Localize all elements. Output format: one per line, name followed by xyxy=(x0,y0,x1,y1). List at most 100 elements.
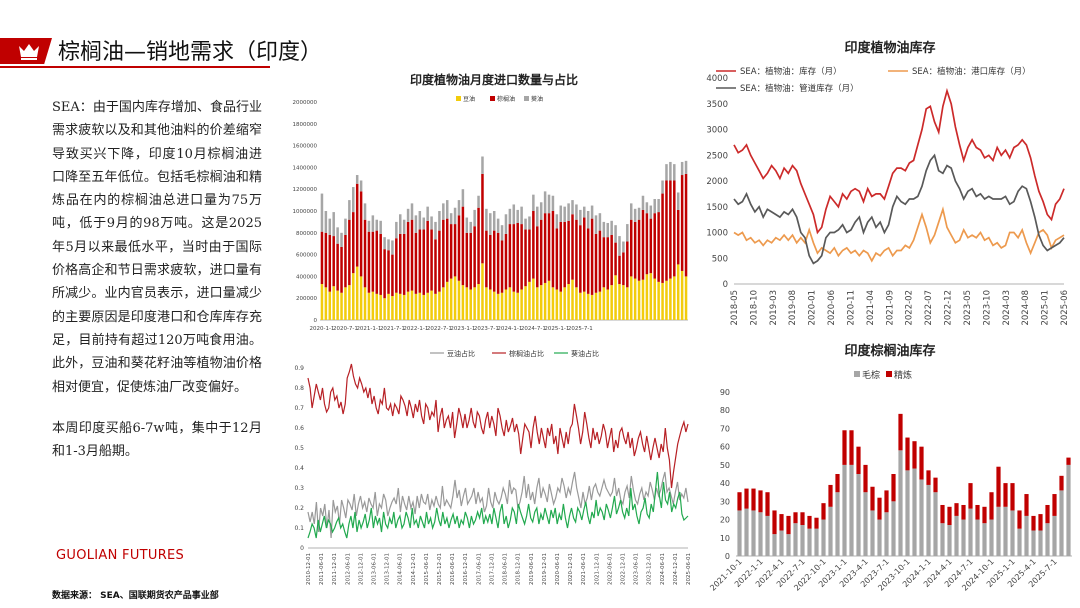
bar-soy xyxy=(633,278,637,320)
bar-crude xyxy=(996,506,1001,556)
bar-sunflower xyxy=(430,216,433,230)
bar-sunflower xyxy=(539,202,543,220)
bar-palm xyxy=(610,234,613,286)
page-title: 棕榈油—销地需求（印度） xyxy=(58,40,323,65)
bar-soy xyxy=(665,280,668,320)
bar-sunflower xyxy=(344,218,347,235)
legend-label: 葵油占比 xyxy=(571,349,599,358)
bar-palm xyxy=(543,213,547,283)
x-tick-label: 2024-7-1 xyxy=(521,326,546,332)
bar-palm xyxy=(547,213,551,281)
bar-sunflower xyxy=(449,213,453,225)
bar-palm xyxy=(449,224,453,279)
bar-soy xyxy=(332,286,335,320)
bar-sunflower xyxy=(359,180,363,192)
y-tick-label: 0.1 xyxy=(294,525,304,532)
bar-refined xyxy=(814,517,819,529)
bar-soy xyxy=(477,284,480,320)
bar-crude xyxy=(765,515,770,556)
x-tick-label: 2023-05 xyxy=(963,290,973,326)
bar-palm xyxy=(629,219,633,277)
y-tick-label: 4000 xyxy=(706,74,728,84)
bar-soy xyxy=(622,285,625,320)
x-tick-label: 2023-1-1 xyxy=(450,326,475,332)
y-tick-label: 0.9 xyxy=(294,365,304,372)
x-tick-label: 2011-12-01 xyxy=(332,553,338,585)
y-tick-label: 0 xyxy=(300,545,304,552)
x-tick-label: 2022-02 xyxy=(905,290,915,326)
bar-soy xyxy=(676,264,680,320)
bar-soy xyxy=(653,278,656,320)
bar-refined xyxy=(807,515,812,529)
bar-sunflower xyxy=(324,211,328,233)
y-tick-label: 800000 xyxy=(296,231,317,237)
bar-palm xyxy=(528,229,531,282)
bar-soy xyxy=(602,287,606,320)
bar-palm xyxy=(418,229,422,293)
bar-sunflower xyxy=(371,215,375,232)
bar-crude xyxy=(1045,523,1050,556)
bar-soy xyxy=(504,289,508,320)
bar-soy xyxy=(363,287,367,320)
bar-palm xyxy=(653,213,656,279)
bar-soy xyxy=(516,292,519,320)
bar-palm xyxy=(489,234,492,290)
bar-soy xyxy=(391,296,394,320)
bar-crude xyxy=(1010,510,1015,556)
bar-crude xyxy=(814,528,819,556)
bar-soy xyxy=(614,275,617,320)
bar-refined xyxy=(926,470,931,485)
x-tick-label: 2025-1-1 xyxy=(544,326,569,332)
bar-palm xyxy=(516,222,519,293)
legend-label: 棕榈油 xyxy=(497,95,515,103)
bar-soy xyxy=(434,293,437,320)
bar-soy xyxy=(610,285,613,320)
bar-soy xyxy=(402,294,406,320)
bar-sunflower xyxy=(328,218,332,235)
bar-refined xyxy=(793,512,798,524)
bar-soy xyxy=(344,287,347,320)
chart-import-ratio: 豆油占比 棕榈油占比 葵油占比 0 0.1 0.2 0.3 0.4 0.5 0.6 0.7 0.8 0.… xyxy=(294,349,692,585)
bar-soy xyxy=(673,276,676,320)
bar-sunflower xyxy=(445,200,449,219)
y-tick-label: 200000 xyxy=(296,296,317,302)
bar-palm xyxy=(524,229,527,287)
bar-palm xyxy=(559,221,563,292)
bar-crude xyxy=(870,510,875,556)
bar-sunflower xyxy=(461,189,465,207)
bar-sunflower xyxy=(583,206,586,218)
x-tick-label: 2025-7-1 xyxy=(568,326,593,332)
bar-crude xyxy=(751,510,756,556)
bar-sunflower xyxy=(512,204,516,225)
bar-refined xyxy=(765,492,770,516)
bar-sunflower xyxy=(590,205,594,219)
bar-soy xyxy=(559,291,563,320)
y-tick-label: 0 xyxy=(725,552,730,561)
bar-sunflower xyxy=(352,187,355,213)
x-tick-label: 2010-12-01 xyxy=(306,553,312,585)
bar-sunflower xyxy=(641,195,645,210)
bar-refined xyxy=(961,504,966,520)
x-tick-label: 2021-12-01 xyxy=(594,553,600,585)
bar-soy xyxy=(547,280,551,320)
bar-sunflower xyxy=(563,206,566,222)
y-tick-label: 1500 xyxy=(706,203,728,213)
x-tick-label: 2019-03 xyxy=(769,290,779,326)
y-tick-label: 2500 xyxy=(706,151,728,161)
bar-palm xyxy=(453,224,457,277)
bar-sunflower xyxy=(633,208,637,222)
bar-soy xyxy=(414,293,418,320)
bar-soy xyxy=(575,287,578,320)
bar-soy xyxy=(539,285,543,320)
bar-soy xyxy=(680,270,684,320)
x-tick-label: 2025-06-01 xyxy=(686,553,692,585)
bar-refined xyxy=(821,503,826,520)
bar-refined xyxy=(779,514,784,531)
bar-soy xyxy=(336,290,339,320)
bar-palm xyxy=(391,254,394,297)
bar-palm xyxy=(618,255,621,285)
series-line-1 xyxy=(307,363,689,489)
data-source: 数据来源： SEA、国联期货农产品事业部 xyxy=(52,591,219,601)
bar-sunflower xyxy=(629,203,633,220)
bar-palm xyxy=(469,232,472,290)
